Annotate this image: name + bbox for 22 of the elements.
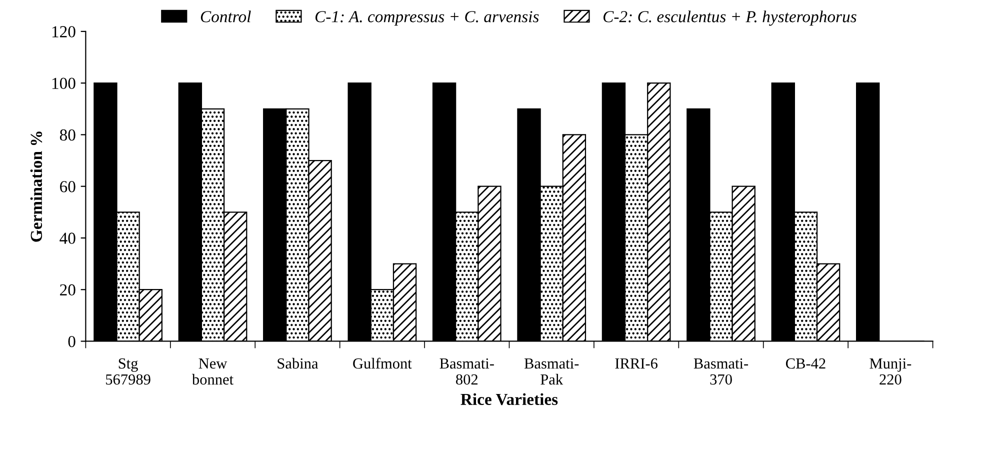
- x-tick-label: Gulfmont: [353, 358, 412, 369]
- x-tick-label: New bonnet: [192, 358, 234, 385]
- y-tick-label: 60: [60, 181, 76, 192]
- x-tick-label: Munji- 220: [870, 358, 912, 385]
- y-tick-label: 20: [60, 284, 76, 296]
- legend-label: C-2: C. esculentus + P. hysterophorus: [603, 10, 856, 26]
- x-tick-label: CB-42: [786, 358, 826, 369]
- x-tick-label: IRRI-6: [615, 358, 658, 369]
- legend-label: C-1: A. compressus + C. arvensis: [315, 11, 539, 26]
- y-tick-label: 40: [60, 232, 76, 244]
- y-tick-label: 0: [68, 336, 76, 348]
- y-axis-title: Germination %: [30, 132, 42, 242]
- x-tick-label: Basmati- Pak: [524, 358, 579, 385]
- x-tick-label: Basmati- 370: [694, 358, 748, 385]
- y-tick-label: 80: [60, 129, 76, 141]
- y-tick-label: 120: [52, 26, 76, 38]
- x-tick-label: Basmati- 802: [440, 358, 494, 385]
- legend-label: Control: [200, 10, 251, 22]
- x-tick-label: Sabina: [278, 358, 318, 369]
- y-tick-label: 100: [52, 78, 76, 90]
- x-axis-title: Rice Varieties: [460, 393, 558, 406]
- x-tick-label: Stg 567989: [106, 358, 150, 385]
